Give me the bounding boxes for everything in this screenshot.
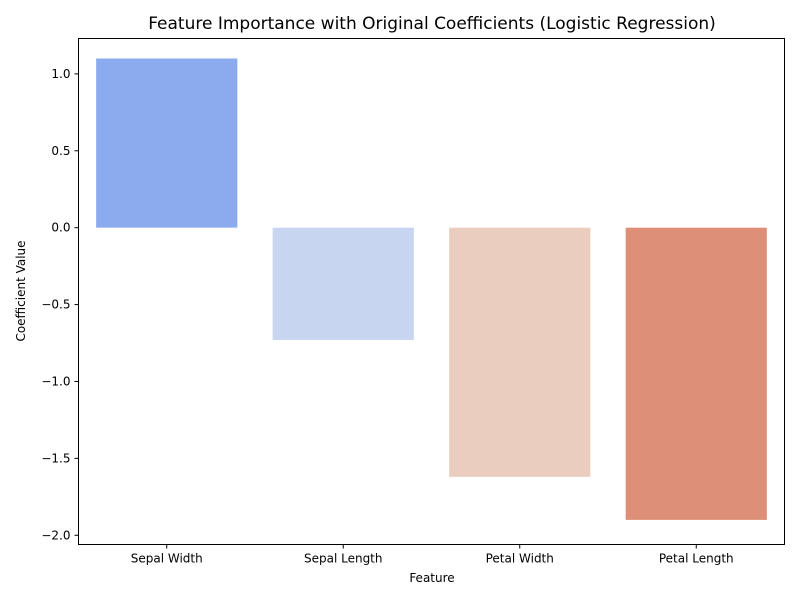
y-tick-label: −1.5 (41, 451, 70, 465)
x-axis: Sepal Width Sepal Length Petal Width Petal … (131, 544, 734, 566)
y-tick-label: −0.5 (41, 298, 70, 312)
x-tick-label: Sepal Width (131, 552, 203, 566)
bar-petal-width (449, 227, 591, 477)
chart-title: Feature Importance with Original Coeffic… (148, 14, 716, 34)
bar-sepal-width (96, 58, 238, 228)
bar-sepal-length (272, 227, 414, 340)
y-tick-label: 0.5 (51, 144, 70, 158)
y-tick-label: 1.0 (51, 67, 70, 81)
y-axis-label: Coefficient Value (14, 240, 28, 341)
y-axis: 1.0 0.5 0.0 −0.5 −1.0 −1.5 −2.0 (41, 67, 79, 542)
x-tick-label: Petal Length (659, 552, 734, 566)
x-tick-label: Sepal Length (304, 552, 383, 566)
y-tick-label: 0.0 (51, 221, 70, 235)
bars-group (96, 58, 767, 520)
x-tick-label: Petal Width (486, 552, 554, 566)
y-tick-label: −2.0 (41, 528, 70, 542)
bar-petal-length (625, 227, 767, 520)
y-tick-label: −1.0 (41, 374, 70, 388)
plot-frame (78, 38, 785, 545)
x-axis-label: Feature (409, 571, 454, 585)
